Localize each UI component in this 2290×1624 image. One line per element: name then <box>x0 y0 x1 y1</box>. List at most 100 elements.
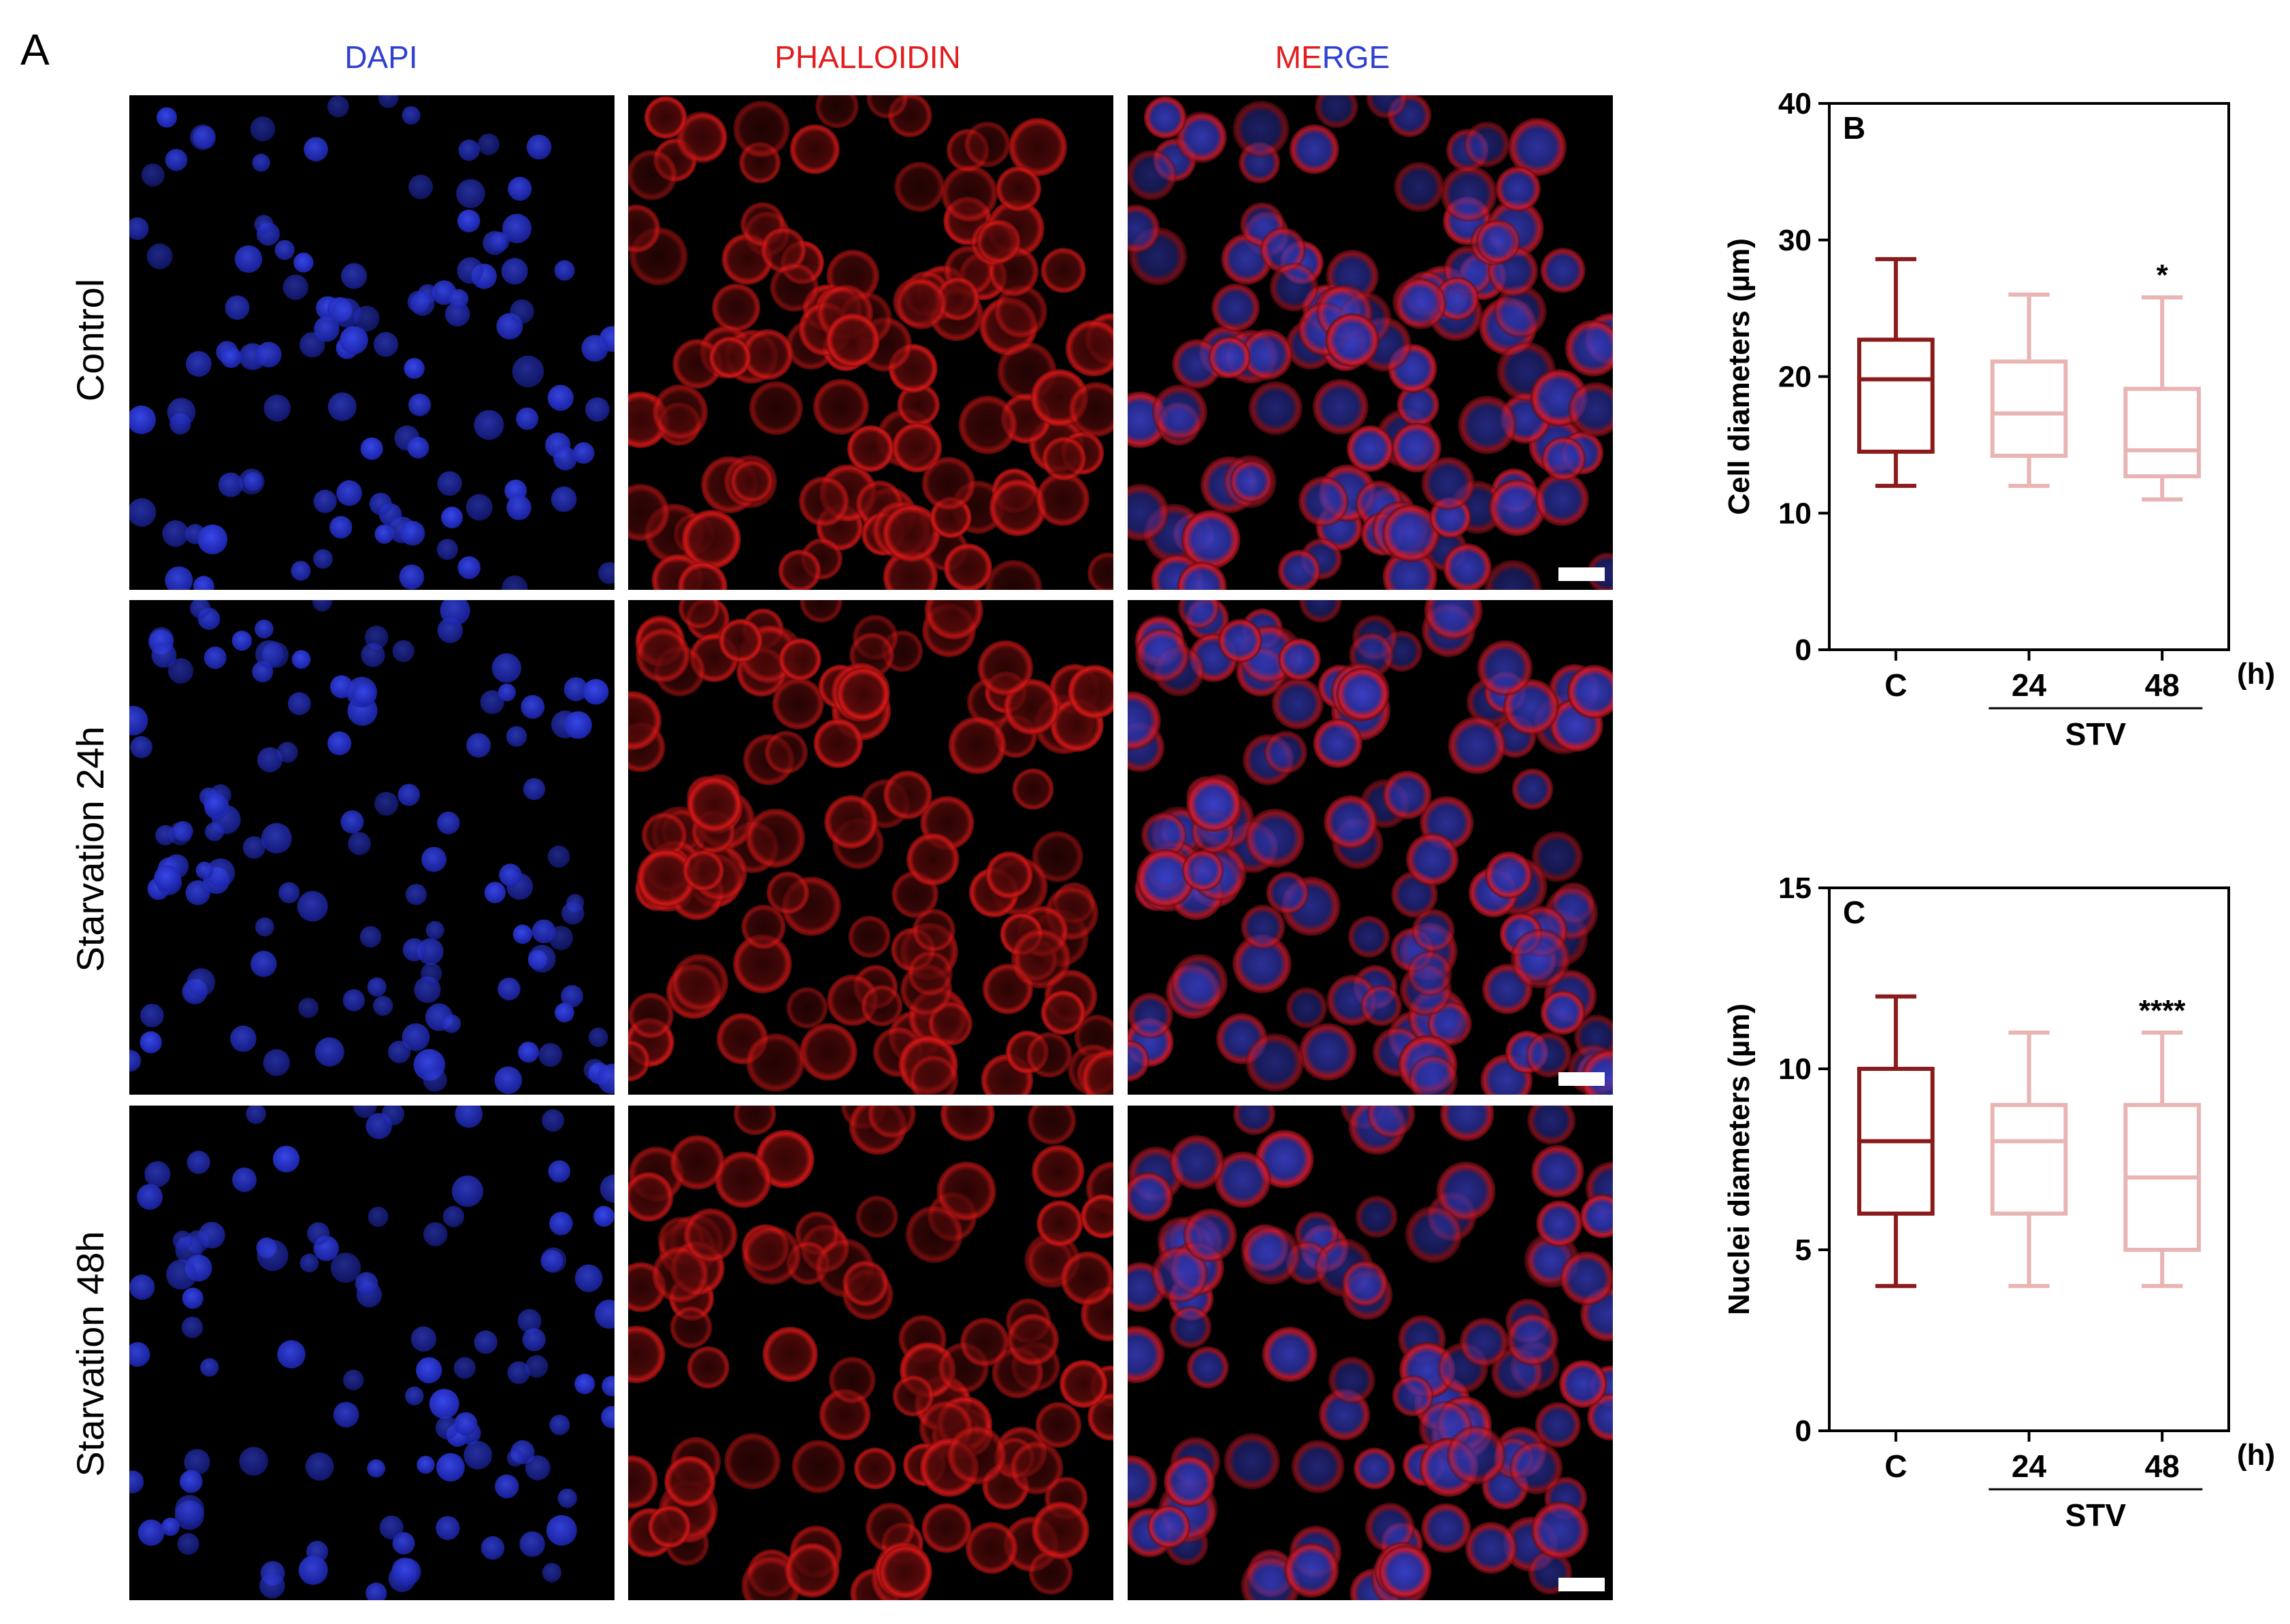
nucleus <box>336 480 362 506</box>
nucleus <box>172 1230 193 1251</box>
cell-actin <box>965 1521 1018 1574</box>
cell-merged <box>1526 1031 1572 1078</box>
cell-actin <box>1010 1441 1064 1495</box>
cell-actin <box>628 204 661 253</box>
cell-actin <box>761 227 806 273</box>
nucleus <box>508 176 532 201</box>
cell-merged <box>1128 484 1169 542</box>
scale-bar <box>1558 1072 1605 1086</box>
nucleus <box>381 1106 405 1126</box>
cell-merged <box>1248 381 1303 435</box>
cell-merged <box>1245 808 1305 868</box>
nucleus <box>307 1222 330 1245</box>
nucleus <box>355 1272 378 1295</box>
cell-actin <box>985 851 1033 899</box>
cell-merged <box>1508 118 1567 177</box>
nucleus <box>600 1174 615 1203</box>
nucleus <box>137 1519 165 1546</box>
cell-actin <box>847 425 894 472</box>
nucleus <box>291 561 311 581</box>
cell-actin <box>1032 831 1083 882</box>
nucleus <box>421 963 442 984</box>
cell-merged <box>1355 1195 1398 1238</box>
nucleus <box>157 107 178 128</box>
nucleus <box>165 148 188 171</box>
nucleus <box>549 1414 570 1436</box>
nucleus <box>561 901 585 925</box>
nucleus <box>353 682 376 706</box>
cell-merged <box>1171 954 1228 1011</box>
nucleus <box>474 1330 497 1354</box>
cell-actin <box>921 1503 972 1553</box>
box-iqr <box>1990 359 2068 458</box>
nucleus <box>129 706 148 736</box>
cell-actin <box>1041 248 1086 293</box>
cell-actin <box>896 278 947 329</box>
nucleus <box>343 1370 364 1391</box>
cell-merged <box>1509 1441 1563 1495</box>
cell-merged <box>1405 833 1459 886</box>
cell-actin <box>745 808 805 868</box>
nucleus <box>480 690 504 714</box>
cell-actin <box>628 1325 666 1383</box>
nucleus <box>437 811 460 835</box>
nucleus <box>453 1357 476 1379</box>
nucleus <box>512 924 533 944</box>
x-unit-label: (h) <box>2237 1438 2275 1472</box>
micrograph-background <box>129 600 615 1095</box>
nucleus <box>129 1274 155 1300</box>
nucleus <box>457 556 481 580</box>
significance-annotation: * <box>2157 259 2169 292</box>
nucleus <box>555 1002 574 1023</box>
nucleus <box>497 977 521 1001</box>
nucleus <box>333 1402 359 1428</box>
cell-actin <box>936 277 980 321</box>
cell-actin <box>764 731 808 774</box>
cell-merged <box>1299 1023 1357 1081</box>
cell-actin <box>977 219 1021 264</box>
cell-actin <box>1060 1251 1113 1306</box>
y-tick-label: 5 <box>1795 1233 1812 1267</box>
cell-merged <box>1440 1106 1494 1142</box>
cell-merged <box>1580 1194 1613 1239</box>
cell-actin <box>977 640 1034 696</box>
cell-merged <box>1141 812 1187 858</box>
nucleus <box>305 1452 334 1481</box>
nucleus <box>129 1050 142 1072</box>
cell-merged <box>1128 1455 1158 1509</box>
nucleus <box>186 350 212 377</box>
nucleus <box>400 520 425 546</box>
cell-actin <box>676 111 728 163</box>
x-tick-label: C <box>1884 667 1907 703</box>
nucleus <box>480 1536 505 1560</box>
cell-actin <box>1081 1049 1113 1095</box>
nucleus <box>423 1222 448 1246</box>
y-axis-label: Cell diameters (µm) <box>1722 238 1756 515</box>
cell-actin <box>848 915 891 958</box>
cell-merged <box>1298 476 1349 527</box>
cell-actin <box>733 934 792 993</box>
cell-actin <box>855 1195 898 1238</box>
nucleus <box>601 1406 615 1429</box>
nucleus <box>353 1106 377 1118</box>
cell-merged <box>1264 731 1308 774</box>
nucleus <box>435 1416 459 1440</box>
nucleus <box>563 677 588 701</box>
cell-merged <box>1218 618 1262 663</box>
box-C <box>1857 994 1935 1289</box>
cell-actin <box>742 329 794 380</box>
nucleus <box>259 1572 285 1599</box>
nucleus <box>182 1287 203 1309</box>
cell-merged <box>1241 904 1286 949</box>
nucleus <box>497 683 517 701</box>
micrograph-grid <box>129 95 1613 1600</box>
cell-actin <box>652 384 708 440</box>
cell-actin <box>989 479 1047 536</box>
merge-label-blue-part: RGE <box>1322 39 1390 75</box>
cell-merged <box>1186 776 1241 832</box>
cell-actin <box>1068 665 1113 719</box>
nucleus <box>348 832 371 855</box>
cell-merged <box>1476 219 1520 264</box>
nucleus <box>373 995 393 1016</box>
